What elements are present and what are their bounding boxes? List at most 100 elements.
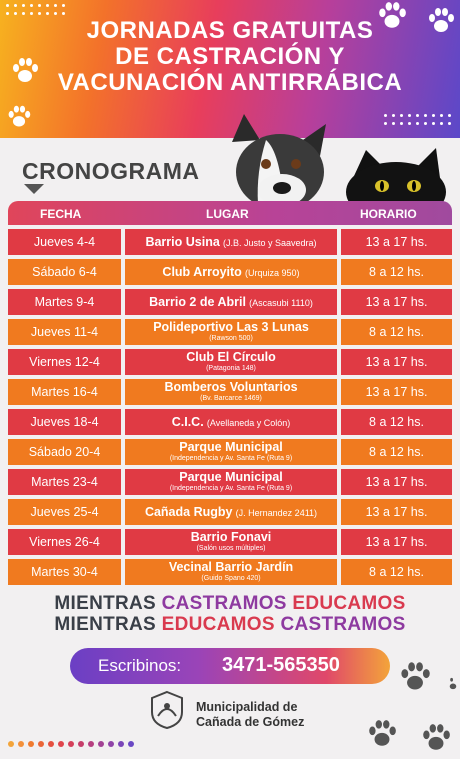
decorative-dot [14,4,17,7]
cell-fecha: Jueves 18-4 [8,409,121,435]
table-row: Martes 16-4 Bomberos Voluntarios (Bv. Bar… [8,379,452,405]
decorative-dot [400,122,403,125]
lugar-name: Club El Círculo [186,350,276,364]
lugar-name: Bomberos Voluntarios [164,380,298,394]
cell-lugar: Barrio 2 de Abril (Ascasubi 1110) [125,289,337,315]
header-fecha: FECHA [40,207,82,221]
phone-number[interactable]: 3471-565350 [222,654,340,676]
table-row: Sábado 20-4 Parque Municipal (Independenc… [8,439,452,465]
decorative-dot [14,12,17,15]
cell-lugar: Polideportivo Las 3 Lunas (Rawson 500) [125,319,337,345]
decorative-dot [416,114,419,117]
decorative-dot [424,122,427,125]
decorative-dot [38,4,41,7]
organization-line-2: Cañada de Gómez [196,715,305,729]
decorative-dot [384,114,387,117]
cell-horario: 13 a 17 hs. [341,349,452,375]
decorative-dot [432,122,435,125]
cell-lugar: Parque Municipal (Independencia y Av. San… [125,469,337,495]
header-banner: JORNADAS GRATUITAS DE CASTRACIÓN Y VACUN… [0,0,460,138]
slogan-word: EDUCAMOS [292,593,406,614]
paw-print-icon [369,720,396,746]
lugar-address: (Ascasubi 1110) [249,298,313,308]
cell-lugar: Barrio Fonavi (Salón usos múltiples) [125,529,337,555]
table-row: Viernes 26-4 Barrio Fonavi (Salón usos mú… [8,529,452,555]
page-title: JORNADAS GRATUITAS DE CASTRACIÓN Y VACUN… [0,18,460,96]
table-row: Martes 9-4 Barrio 2 de Abril (Ascasubi 1… [8,289,452,315]
decorative-dot [46,12,49,15]
decorative-dot [30,4,33,7]
cell-lugar: Cañada Rugby (J. Hernandez 2411) [125,499,337,525]
organization-name: Municipalidad de Cañada de Gómez [196,700,304,730]
paw-print-icon [379,2,406,28]
lugar-address: (Independencia y Av. Santa Fe (Ruta 9) [169,455,293,462]
cell-lugar: Parque Municipal (Independencia y Av. San… [125,439,337,465]
table-row: Jueves 11-4 Polideportivo Las 3 Lunas (Ra… [8,319,452,345]
table-row: Sábado 6-4 Club Arroyito (Urquiza 950) 8… [8,259,452,285]
title-line-1: JORNADAS GRATUITAS [86,17,374,44]
lugar-name: Vecinal Barrio Jardín [168,560,294,574]
decorative-dot [424,114,427,117]
header-lugar: LUGAR [206,207,249,221]
lugar-address: (Guido Spano 420) [201,575,261,582]
decorative-dot [400,114,403,117]
decorative-dot [448,114,451,117]
decorative-dot [54,12,57,15]
paw-print-icon [8,105,31,127]
slogan-line-1: MIENTRAS CASTRAMOS EDUCAMOS [0,593,460,615]
paw-print-icon [423,724,450,750]
lugar-name: Barrio Fonavi [190,530,272,544]
cat-photo [346,148,446,202]
cell-fecha: Jueves 25-4 [8,499,121,525]
cell-fecha: Sábado 6-4 [8,259,121,285]
table-row: Viernes 12-4 Club El Círculo (Patagonia 1… [8,349,452,375]
paw-print-icon [13,58,38,82]
lugar-name: Club Arroyito [162,265,242,279]
cell-lugar: Bomberos Voluntarios (Bv. Barcarce 1469) [125,379,337,405]
paw-print-icon [401,662,430,690]
lugar-address: (Bv. Barcarce 1469) [200,395,262,402]
title-line-2: DE CASTRACIÓN Y [115,43,345,70]
decorative-dot [408,122,411,125]
cell-horario: 13 a 17 hs. [341,289,452,315]
slogan-word: CASTRAMOS [161,593,287,614]
contact-pill[interactable]: Escribinos: 3471-565350 [70,648,390,684]
decorative-dot [448,122,451,125]
lugar-address: (Urquiza 950) [245,268,300,278]
table-row: Jueves 25-4 Cañada Rugby (J. Hernandez 2… [8,499,452,525]
table-row: Martes 30-4 Vecinal Barrio Jardín (Guido … [8,559,452,585]
cell-horario: 13 a 17 hs. [341,229,452,255]
dog-photo [232,114,326,204]
cell-fecha: Martes 9-4 [8,289,121,315]
contact-label: Escribinos: [98,656,182,675]
lugar-address: (Avellaneda y Colón) [206,418,291,428]
decorative-dot [408,114,411,117]
decorative-dot [416,122,419,125]
table-row: Martes 23-4 Parque Municipal (Independenc… [8,469,452,495]
cell-fecha: Martes 16-4 [8,379,121,405]
decorative-dot [62,4,65,7]
decorative-dot [22,12,25,15]
decorative-dot [46,4,49,7]
cell-fecha: Jueves 4-4 [8,229,121,255]
table-row: Jueves 4-4 Barrio Usina (J.B. Justo y Sa… [8,229,452,255]
table-header: FECHA LUGAR HORARIO [8,201,452,225]
cell-lugar: Barrio Usina (J.B. Justo y Saavedra) [125,229,337,255]
decorative-dot [432,114,435,117]
lugar-address: (J. Hernandez 2411) [235,508,318,518]
cell-lugar: Vecinal Barrio Jardín (Guido Spano 420) [125,559,337,585]
decorative-dot [440,114,443,117]
decorative-dots-right [384,114,451,125]
triangle-marker-icon [24,184,44,194]
decorative-dot [392,122,395,125]
lugar-name: Barrio 2 de Abril [149,295,246,309]
cell-horario: 13 a 17 hs. [341,469,452,495]
cell-horario: 8 a 12 hs. [341,559,452,585]
cell-horario: 13 a 17 hs. [341,529,452,555]
paw-print-icon [429,8,454,32]
header-horario: HORARIO [360,207,417,221]
slogan-word: CASTRAMOS [280,614,406,635]
lugar-address: (Patagonia 148) [206,365,256,372]
slogan-word: EDUCAMOS [161,614,275,635]
lugar-name: Parque Municipal [179,470,283,484]
